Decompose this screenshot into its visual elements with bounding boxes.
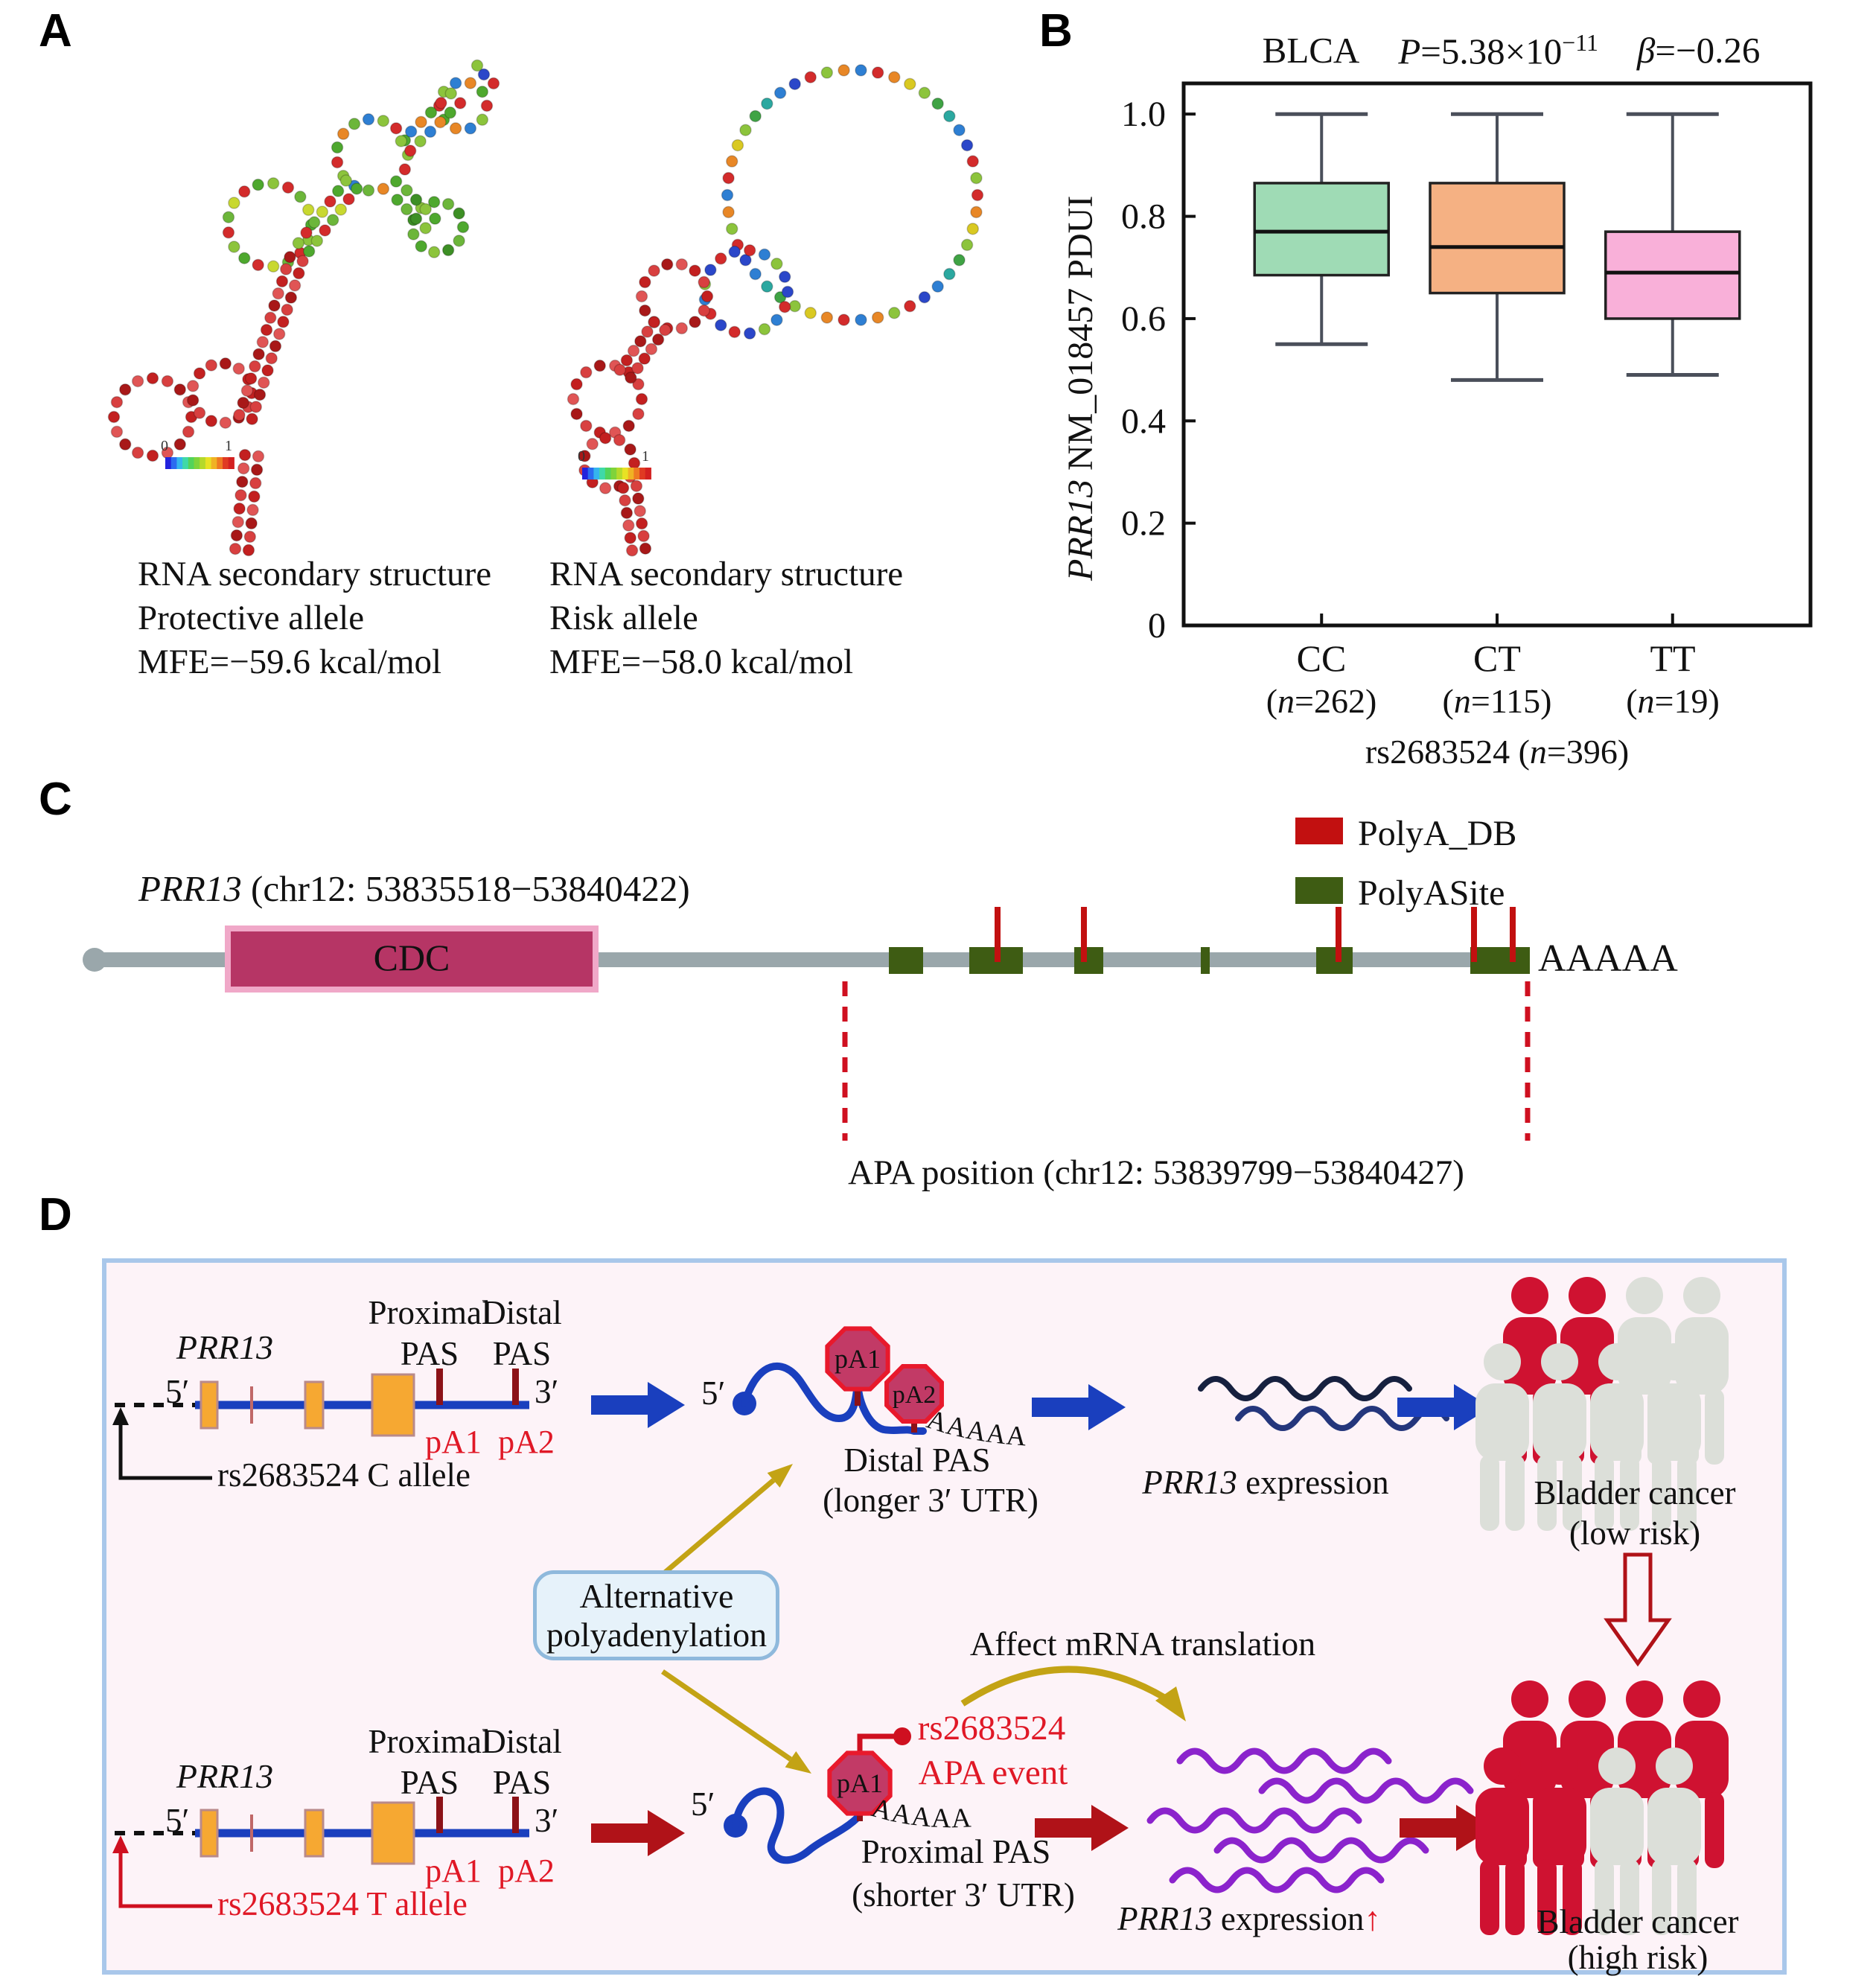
- proximal-label-top: Proximal: [368, 1294, 491, 1331]
- alt-poly-line2: polyadenylation: [546, 1616, 768, 1654]
- risk-allele-caption: RNA secondary structure Risk allele MFE=…: [549, 552, 903, 684]
- pas-label-top-right: PAS: [492, 1335, 552, 1372]
- alternative-polyadenylation-box: [533, 1570, 779, 1660]
- svg-text:1.0: 1.0: [1121, 95, 1166, 134]
- pa2-label-top: pA2: [498, 1424, 555, 1460]
- proximal-pas-result-line2: (shorter 3′ UTR): [852, 1876, 1075, 1914]
- t-allele-label: rs2683524 T allele: [217, 1885, 468, 1922]
- svg-text:0.2: 0.2: [1121, 504, 1166, 544]
- gene-name-top: PRR13: [176, 1328, 274, 1366]
- colorbar-min-left: 0: [161, 438, 168, 454]
- rs2683524-apa-line1: rs2683524: [917, 1709, 1066, 1748]
- x-category-ct: CT: [1473, 637, 1521, 679]
- caption-line: Protective allele: [138, 599, 365, 637]
- svg-text:0.6: 0.6: [1121, 299, 1166, 339]
- caption-line: RNA secondary structure: [549, 555, 904, 593]
- caption-line: MFE=−59.6 kcal/mol: [138, 643, 442, 681]
- bladder-cancer-high-line1: Bladder cancer: [1537, 1903, 1739, 1940]
- colorbar-min-right: 0: [578, 448, 585, 465]
- apa-position-label: APA position (chr12: 53839799−53840427): [848, 1153, 1464, 1192]
- five-prime-bottom: 5′: [165, 1802, 190, 1839]
- beta-label: β=−0.26: [1636, 30, 1761, 71]
- pa1-label-top: pA1: [425, 1424, 482, 1460]
- caption-line: RNA secondary structure: [138, 555, 492, 593]
- pas-label-top-left: PAS: [400, 1335, 459, 1372]
- bladder-cancer-low-line2: (low risk): [1569, 1514, 1701, 1552]
- polyasite-legend-swatch: [1295, 877, 1343, 904]
- svg-text:0: 0: [1148, 606, 1166, 646]
- proximal-label-bottom: Proximal: [368, 1723, 491, 1760]
- bladder-cancer-high-line2: (high risk): [1567, 1939, 1708, 1976]
- three-prime-top: 3′: [535, 1373, 559, 1410]
- c-allele-label: rs2683524 C allele: [217, 1456, 470, 1494]
- pa1-label-bottom: pA1: [425, 1852, 482, 1889]
- alt-poly-line1: Alternative: [579, 1577, 734, 1615]
- distal-pas-result-line1: Distal PAS: [843, 1441, 991, 1479]
- svg-text:pA1: pA1: [837, 1768, 883, 1798]
- protective-allele-caption: RNA secondary structure Protective allel…: [138, 552, 491, 684]
- distal-label-bottom: Distal: [482, 1723, 562, 1760]
- x-category-tt: TT: [1650, 637, 1696, 679]
- cohort-label: BLCA: [1262, 30, 1360, 71]
- caption-line: Risk allele: [549, 599, 698, 637]
- polya-tail-label: AAAAA: [1538, 937, 1678, 980]
- polyadb-legend-swatch: [1295, 818, 1343, 844]
- pas-label-bottom-right: PAS: [492, 1764, 552, 1801]
- polyadb-legend-label: PolyA_DB: [1358, 814, 1517, 853]
- colorbar-max-right: 1: [642, 448, 649, 465]
- affect-mrna-translation-label: Affect mRNA translation: [969, 1625, 1316, 1663]
- cdc-label: CDC: [373, 937, 450, 978]
- proximal-pas-result-line1: Proximal PAS: [861, 1833, 1051, 1870]
- boxplot-title: BLCA P=5.38×10−11 β=−0.26: [1146, 30, 1876, 73]
- svg-text:pA2: pA2: [893, 1381, 937, 1409]
- boxplot-x-axis-label: rs2683524 (n=396): [1365, 733, 1630, 771]
- count-ct: (n=115): [1442, 682, 1552, 720]
- panel-c-label: C: [39, 774, 72, 825]
- colorbar-max-left: 1: [225, 438, 232, 454]
- gene-structure-diagram: [83, 907, 1531, 1141]
- x-category-cc: CC: [1296, 637, 1347, 679]
- rs2683524-apa-line2: APA event: [918, 1753, 1068, 1792]
- polyasite-legend-label: PolyASite: [1358, 873, 1505, 913]
- bladder-cancer-low-line1: Bladder cancer: [1534, 1474, 1736, 1511]
- three-prime-bottom: 3′: [535, 1802, 559, 1839]
- boxplot-chart: 0 0.2 0.4 0.6 0.8 1.0: [1121, 81, 1813, 646]
- distal-label-top: Distal: [482, 1294, 562, 1331]
- svg-text:0.8: 0.8: [1121, 197, 1166, 237]
- svg-text:pA1: pA1: [835, 1344, 881, 1374]
- expression-label-top: PRR13 expression: [1142, 1464, 1389, 1501]
- gene-region-title: PRR13 (chr12: 53835518−53840422): [138, 868, 690, 909]
- five-prime-top: 5′: [165, 1373, 190, 1410]
- mrna-five-prime-bottom: 5′: [691, 1785, 715, 1823]
- p-value-label: P=5.38×10−11: [1398, 30, 1598, 72]
- gene-name-bottom: PRR13: [176, 1757, 274, 1795]
- expression-label-bottom: PRR13 expression↑: [1117, 1900, 1381, 1937]
- panel-d-label: D: [39, 1189, 72, 1240]
- rna-structure-diagrams: [107, 59, 984, 557]
- panel-a-label: A: [39, 5, 72, 57]
- panel-b-label: B: [1039, 5, 1073, 57]
- svg-text:0.4: 0.4: [1121, 401, 1166, 441]
- caption-line: MFE=−58.0 kcal/mol: [549, 643, 854, 681]
- pa2-label-bottom: pA2: [498, 1852, 555, 1889]
- mrna-five-prime-top: 5′: [701, 1374, 726, 1412]
- count-cc: (n=262): [1266, 682, 1377, 720]
- distal-pas-result-line2: (longer 3′ UTR): [823, 1482, 1038, 1519]
- count-tt: (n=19): [1626, 682, 1720, 720]
- boxplot-y-axis-label: PRR13 NM_018457 PDUI: [1061, 195, 1100, 581]
- pas-label-bottom-left: PAS: [400, 1764, 459, 1801]
